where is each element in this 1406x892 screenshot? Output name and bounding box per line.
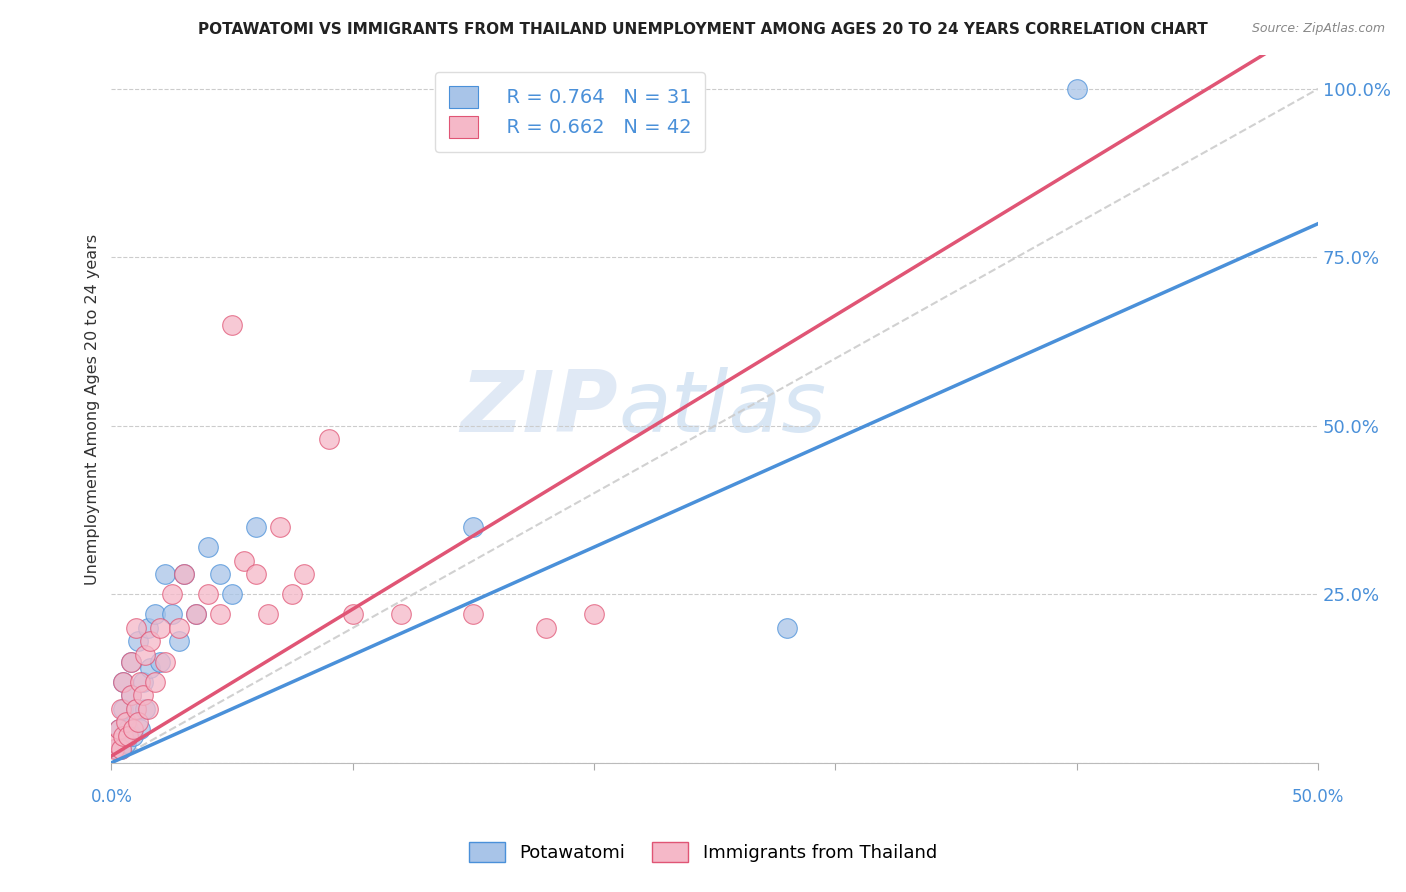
Point xyxy=(112,674,135,689)
Y-axis label: Unemployment Among Ages 20 to 24 years: Unemployment Among Ages 20 to 24 years xyxy=(86,234,100,584)
Point xyxy=(127,634,149,648)
Point xyxy=(143,607,166,622)
Point xyxy=(208,567,231,582)
Point xyxy=(117,722,139,736)
Point xyxy=(389,607,412,622)
Point xyxy=(120,655,142,669)
Point xyxy=(120,689,142,703)
Point xyxy=(110,702,132,716)
Point xyxy=(245,567,267,582)
Point xyxy=(257,607,280,622)
Point xyxy=(318,432,340,446)
Legend: Potawatomi, Immigrants from Thailand: Potawatomi, Immigrants from Thailand xyxy=(461,834,945,870)
Point xyxy=(115,715,138,730)
Point xyxy=(208,607,231,622)
Point xyxy=(124,702,146,716)
Point xyxy=(129,674,152,689)
Point xyxy=(103,742,125,756)
Point xyxy=(132,689,155,703)
Point xyxy=(136,702,159,716)
Point xyxy=(167,634,190,648)
Point xyxy=(136,621,159,635)
Point xyxy=(269,520,291,534)
Text: 50.0%: 50.0% xyxy=(1292,788,1344,805)
Point xyxy=(149,621,172,635)
Point xyxy=(139,634,162,648)
Point xyxy=(153,567,176,582)
Point xyxy=(221,587,243,601)
Point xyxy=(110,742,132,756)
Point xyxy=(173,567,195,582)
Point xyxy=(134,702,156,716)
Point xyxy=(107,722,129,736)
Point xyxy=(110,742,132,756)
Point xyxy=(221,318,243,332)
Point xyxy=(117,729,139,743)
Point xyxy=(112,729,135,743)
Point xyxy=(124,621,146,635)
Point xyxy=(107,722,129,736)
Point xyxy=(132,674,155,689)
Point xyxy=(143,674,166,689)
Point xyxy=(124,702,146,716)
Point xyxy=(105,735,128,749)
Point xyxy=(184,607,207,622)
Point xyxy=(197,587,219,601)
Point xyxy=(139,661,162,675)
Point xyxy=(184,607,207,622)
Text: POTAWATOMI VS IMMIGRANTS FROM THAILAND UNEMPLOYMENT AMONG AGES 20 TO 24 YEARS CO: POTAWATOMI VS IMMIGRANTS FROM THAILAND U… xyxy=(198,22,1208,37)
Point xyxy=(112,702,135,716)
Point xyxy=(129,722,152,736)
Point xyxy=(463,607,485,622)
Point xyxy=(281,587,304,601)
Text: ZIP: ZIP xyxy=(461,368,619,450)
Point xyxy=(122,729,145,743)
Text: atlas: atlas xyxy=(619,368,827,450)
Point xyxy=(122,722,145,736)
Text: 0.0%: 0.0% xyxy=(90,788,132,805)
Point xyxy=(134,648,156,662)
Point xyxy=(120,689,142,703)
Point xyxy=(197,540,219,554)
Legend:   R = 0.764   N = 31,   R = 0.662   N = 42: R = 0.764 N = 31, R = 0.662 N = 42 xyxy=(436,72,704,152)
Point xyxy=(112,674,135,689)
Text: Source: ZipAtlas.com: Source: ZipAtlas.com xyxy=(1251,22,1385,36)
Point xyxy=(167,621,190,635)
Point xyxy=(463,520,485,534)
Point xyxy=(534,621,557,635)
Point xyxy=(245,520,267,534)
Point xyxy=(105,742,128,756)
Point xyxy=(294,567,316,582)
Point xyxy=(120,655,142,669)
Point xyxy=(149,655,172,669)
Point xyxy=(153,655,176,669)
Point xyxy=(115,735,138,749)
Point xyxy=(342,607,364,622)
Point xyxy=(173,567,195,582)
Point xyxy=(127,715,149,730)
Point xyxy=(776,621,799,635)
Point xyxy=(1066,82,1088,96)
Point xyxy=(233,553,256,567)
Point xyxy=(160,587,183,601)
Point xyxy=(583,607,606,622)
Point xyxy=(160,607,183,622)
